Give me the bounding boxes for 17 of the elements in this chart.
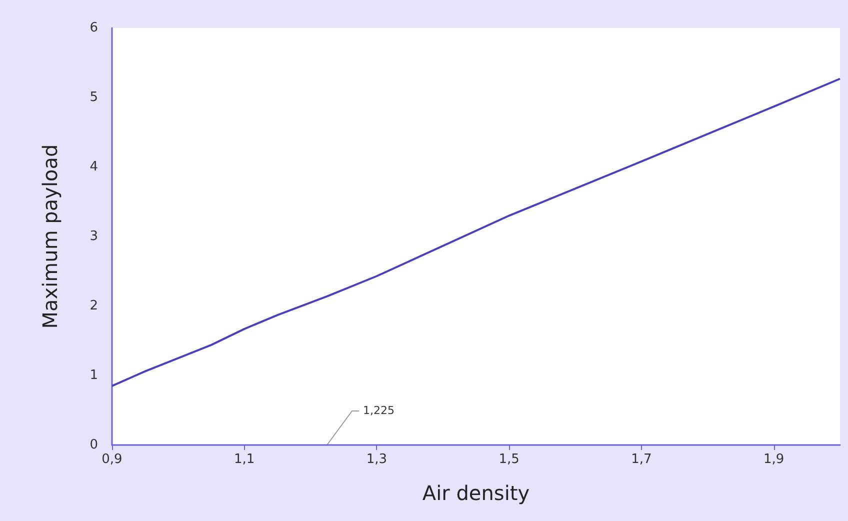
y-tick-label: 1 bbox=[90, 368, 98, 383]
y-axis-title: Maximum payload bbox=[38, 144, 62, 329]
y-tick-label: 5 bbox=[90, 90, 98, 105]
x-tick-label: 1,1 bbox=[234, 452, 255, 467]
y-tick-label: 2 bbox=[90, 298, 98, 314]
y-tick-label: 3 bbox=[90, 229, 98, 244]
x-axis-title: Air density bbox=[422, 481, 530, 505]
y-tick-label: 4 bbox=[90, 160, 98, 174]
line-series bbox=[111, 78, 841, 387]
y-tick-label: 0 bbox=[90, 438, 98, 452]
annotation: 1,225 bbox=[363, 404, 394, 417]
y-tick-label: 6 bbox=[90, 20, 98, 36]
x-tick-label: 1,7 bbox=[631, 452, 652, 467]
x-tick-label: 0,9 bbox=[102, 452, 122, 467]
x-tick-label: 1,9 bbox=[763, 452, 784, 467]
x-tick-label: 1,3 bbox=[366, 452, 388, 467]
x-tick-label: 1,5 bbox=[498, 452, 520, 467]
